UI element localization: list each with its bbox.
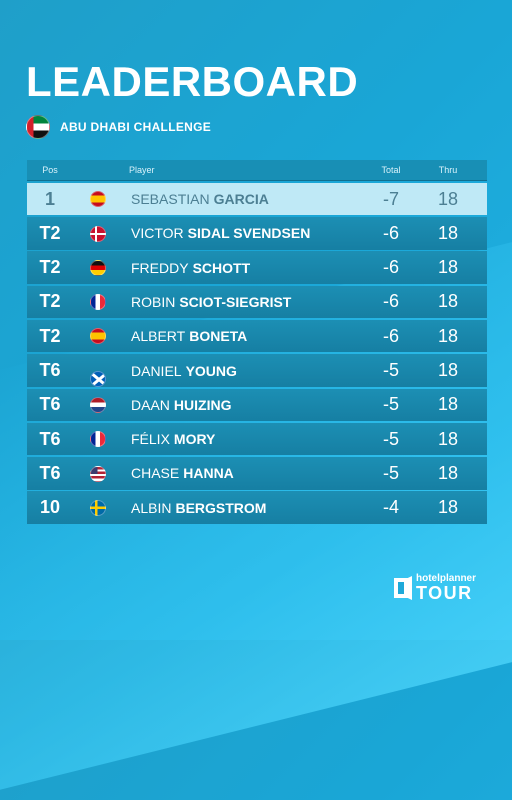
player-first-name: CHASE (131, 465, 180, 482)
row-pos: T6 (39, 360, 61, 381)
player-first-name: ROBIN (131, 293, 176, 310)
player-last-name: BONETA (189, 328, 248, 345)
leaderboard-table: Pos Player Total Thru 1 SEBASTIAN GARCIA -7… (27, 160, 487, 524)
row-player: CHASE HANNA (131, 465, 234, 481)
row-thru: 18 (437, 325, 459, 346)
sweden-flag-icon (90, 499, 106, 516)
player-first-name: SEBASTIAN (131, 191, 210, 208)
player-first-name: FÉLIX (131, 431, 170, 448)
player-last-name: SCHOTT (192, 259, 251, 276)
row-player: ALBERT BONETA (131, 328, 247, 344)
row-thru: 18 (437, 394, 459, 415)
table-header: Pos Player Total Thru (27, 160, 487, 181)
row-player: SEBASTIAN GARCIA (131, 191, 269, 207)
row-total: -6 (382, 291, 399, 312)
row-total: -5 (382, 360, 399, 381)
row-thru: 18 (437, 222, 459, 243)
row-thru: 18 (437, 497, 459, 518)
row-player: DAAN HUIZING (131, 397, 231, 413)
row-total: -5 (382, 394, 399, 415)
event-name: ABU DHABI CHALLENGE (60, 120, 212, 134)
player-last-name: HANNA (183, 465, 234, 482)
table-row: 1 SEBASTIAN GARCIA -7 18 (27, 182, 487, 216)
row-total: -7 (382, 188, 399, 209)
row-player: VICTOR SIDAL SVENDSEN (131, 225, 310, 241)
player-first-name: VICTOR (131, 225, 184, 242)
player-last-name: BERGSTROM (175, 499, 267, 516)
uae-flag-icon (26, 115, 50, 139)
netherlands-flag-icon (90, 397, 106, 414)
player-first-name: ALBIN (131, 499, 172, 516)
header-thru: Thru (438, 165, 458, 175)
row-player: DANIEL YOUNG (131, 363, 237, 379)
table-body: 1 SEBASTIAN GARCIA -7 18 T2 VICTOR SIDAL SVENDS… (27, 182, 487, 524)
row-pos: T6 (39, 394, 61, 415)
player-first-name: ALBERT (131, 328, 186, 345)
table-row: 10 ALBIN BERGSTROM -4 18 (27, 491, 487, 524)
row-pos: T2 (39, 222, 61, 243)
germany-flag-icon (90, 259, 106, 276)
row-total: -5 (382, 428, 399, 449)
row-pos: T2 (39, 325, 61, 346)
player-first-name: DANIEL (131, 362, 182, 379)
row-thru: 18 (437, 291, 459, 312)
page-title: LEADERBOARD (26, 58, 359, 105)
player-last-name: MORY (173, 431, 216, 448)
brand-bottom: TOUR (416, 583, 473, 603)
france-flag-icon (90, 294, 106, 311)
row-pos: T6 (39, 428, 61, 449)
row-pos: T6 (39, 462, 61, 483)
table-row: T2 ROBIN SCIOT-SIEGRIST -6 18 (27, 285, 487, 319)
france-flag-icon (90, 431, 106, 448)
denmark-flag-icon (90, 225, 106, 242)
table-row: T2 VICTOR SIDAL SVENDSEN -6 18 (27, 217, 487, 250)
row-total: -6 (382, 325, 399, 346)
row-thru: 18 (437, 462, 459, 483)
row-player: FREDDY SCHOTT (131, 260, 250, 276)
row-total: -4 (382, 497, 399, 518)
hotelplanner-tour-logo: hotelplanner TOUR (394, 574, 476, 602)
table-row: T6 CHASE HANNA -5 18 (27, 457, 487, 490)
row-pos: 1 (44, 188, 55, 209)
row-pos: 10 (39, 497, 61, 518)
row-thru: 18 (437, 360, 459, 381)
row-pos: T2 (39, 257, 61, 278)
usa-flag-icon (90, 465, 106, 482)
row-player: FÉLIX MORY (131, 431, 215, 447)
row-player: ROBIN SCIOT-SIEGRIST (131, 294, 291, 310)
table-row: T6 DAAN HUIZING -5 18 (27, 388, 487, 422)
event-label: ABU DHABI CHALLENGE (26, 114, 211, 140)
hotelplanner-door-icon (394, 576, 412, 600)
scotland-flag-icon (90, 371, 106, 388)
player-last-name: GARCIA (213, 191, 269, 208)
header-total: Total (381, 165, 401, 175)
player-first-name: FREDDY (131, 259, 189, 276)
row-player: ALBIN BERGSTROM (131, 500, 266, 516)
header-player: Player (129, 165, 155, 175)
player-last-name: YOUNG (185, 362, 237, 379)
row-thru: 18 (437, 257, 459, 278)
row-total: -6 (382, 257, 399, 278)
player-last-name: HUIZING (173, 396, 232, 413)
row-thru: 18 (437, 428, 459, 449)
table-row: T2 ALBERT BONETA -6 18 (27, 319, 487, 353)
brand-top: hotelplanner (416, 573, 477, 584)
table-row: T2 FREDDY SCHOTT -6 18 (27, 251, 487, 284)
player-last-name: SIDAL SVENDSEN (187, 225, 311, 242)
row-total: -6 (382, 222, 399, 243)
table-row: T6 DANIEL YOUNG -5 18 (27, 354, 487, 388)
header-pos: Pos (42, 165, 58, 175)
row-total: -5 (382, 462, 399, 483)
row-thru: 18 (437, 188, 459, 209)
player-last-name: SCIOT-SIEGRIST (179, 293, 292, 310)
player-first-name: DAAN (131, 396, 170, 413)
table-row: T6 FÉLIX MORY -5 18 (27, 422, 487, 456)
spain-flag-icon (90, 328, 106, 345)
row-pos: T2 (39, 291, 61, 312)
spain-flag-icon (90, 191, 106, 208)
